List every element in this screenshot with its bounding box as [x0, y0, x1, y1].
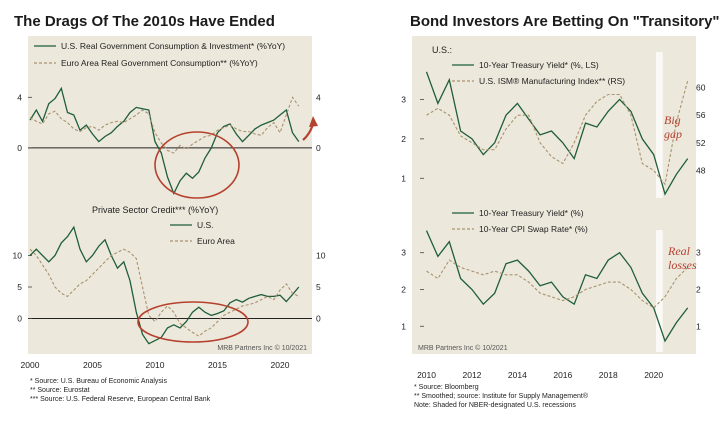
y-tick-label-left: 0 [17, 143, 22, 153]
footnote-line: ** Smoothed; source: Institute for Suppl… [414, 392, 589, 400]
panel-title: U.S.: [432, 45, 452, 55]
y-tick-label-right: 48 [696, 165, 706, 175]
left-credit: MRB Partners Inc © 10/2021 [217, 344, 307, 352]
x-tick-label: 2014 [508, 370, 527, 380]
series-line-solid [425, 230, 689, 343]
y-tick-label-right: 1 [696, 321, 701, 331]
chart-treasury-vs-ism: U.S.: 3 2 1 60 56 52 48 10-Year Treasury Yield* … [401, 45, 706, 198]
footnote-line: * Source: Bloomberg [414, 384, 479, 391]
right-credit: MRB Partners Inc © 10/2021 [418, 344, 508, 352]
legend-label: 10-Year Treasury Yield* (%, LS) [479, 60, 599, 70]
y-tick-label-right: 4 [316, 92, 321, 102]
legend-label: Euro Area Real Government Consumption** … [61, 58, 258, 68]
recovery-arrow-head [309, 116, 318, 127]
x-tick-label: 2012 [463, 370, 482, 380]
series-line-solid [29, 86, 300, 196]
y-tick-label-right: 0 [316, 314, 321, 324]
chart-us-euro-government-consumption: 4 0 4 0 U.S. Real Government Consumption & I… [17, 41, 321, 196]
chart-treasury-vs-cpi-swap: 3 2 1 3 2 1 2010 2012 2014 2016 2018 2020 10-Year Tr… [401, 208, 701, 380]
y-tick-label-left: 1 [401, 173, 406, 183]
x-tick-label: 2000 [21, 360, 40, 370]
highlight-ellipse-government [154, 131, 240, 199]
y-tick-label-right: 5 [316, 282, 321, 292]
y-tick-label-left: 1 [401, 321, 406, 331]
y-tick-label-left: 2 [401, 284, 406, 294]
x-tick-label: 2010 [146, 360, 165, 370]
series-line-dashed [426, 80, 689, 186]
y-tick-label-left: 2 [401, 134, 406, 144]
series-line-dashed [426, 259, 689, 309]
y-tick-label-right: 52 [696, 138, 706, 148]
y-tick-label-left: 10 [13, 251, 23, 261]
x-tick-label: 2018 [599, 370, 618, 380]
x-tick-label: 2016 [553, 370, 572, 380]
series-line-dashed [29, 248, 300, 337]
y-tick-label-right: 60 [696, 83, 706, 93]
left-panel-background [28, 36, 312, 354]
x-tick-label: 2020 [271, 360, 290, 370]
footnote-line: ** Source: Eurostat [30, 387, 90, 394]
legend-label: Euro Area [197, 236, 235, 246]
recession-shading [655, 52, 663, 198]
left-footnotes: * Source: U.S. Bureau of Economic Analys… [30, 378, 211, 403]
annotation-big-gap: Big gap [664, 113, 682, 141]
y-tick-label-left: 5 [17, 282, 22, 292]
series-line-solid [29, 225, 300, 345]
x-tick-label: 2020 [644, 370, 663, 380]
left-title: The Drags Of The 2010s Have Ended [14, 13, 275, 30]
right-title: Bond Investors Are Betting On "Transitor… [410, 13, 720, 30]
x-tick-label: 2010 [417, 370, 436, 380]
series-line-dashed [29, 96, 300, 154]
legend-label: 10-Year CPI Swap Rate* (%) [479, 224, 588, 234]
chart-private-sector-credit: Private Sector Credit*** (%YoY) 10 5 0 10 5 0 2… [13, 205, 326, 370]
y-tick-label-right: 2 [696, 284, 701, 294]
y-tick-label-left: 3 [401, 94, 406, 104]
y-tick-label-right: 10 [316, 251, 326, 261]
y-tick-label-right: 3 [696, 248, 701, 258]
y-tick-label-right: 56 [696, 110, 706, 120]
x-tick-label: 2015 [208, 360, 227, 370]
series-line-solid [425, 71, 689, 196]
highlight-ellipse-credit [137, 301, 249, 343]
legend-label: U.S. [197, 220, 214, 230]
footnote-line: *** Source: U.S. Federal Reserve, Europe… [30, 396, 211, 403]
right-footnotes: * Source: Bloomberg** Smoothed; source: … [414, 384, 589, 409]
legend-label: U.S. ISM® Manufacturing Index** (RS) [479, 76, 625, 86]
legend-label: U.S. Real Government Consumption & Inves… [61, 41, 285, 51]
recession-shading [655, 230, 663, 352]
annotation-real-losses: Real losses [667, 244, 697, 272]
footnote-line: * Source: U.S. Bureau of Economic Analys… [30, 378, 167, 385]
legend-label: 10-Year Treasury Yield* (%) [479, 208, 584, 218]
y-tick-label-right: 0 [316, 143, 321, 153]
panel-title: Private Sector Credit*** (%YoY) [92, 205, 218, 215]
y-tick-label-left: 3 [401, 248, 406, 258]
y-tick-label-left: 4 [17, 92, 22, 102]
x-tick-label: 2005 [83, 360, 102, 370]
y-tick-label-left: 0 [17, 314, 22, 324]
footnote-line: Note: Shaded for NBER-designated U.S. re… [414, 402, 576, 409]
